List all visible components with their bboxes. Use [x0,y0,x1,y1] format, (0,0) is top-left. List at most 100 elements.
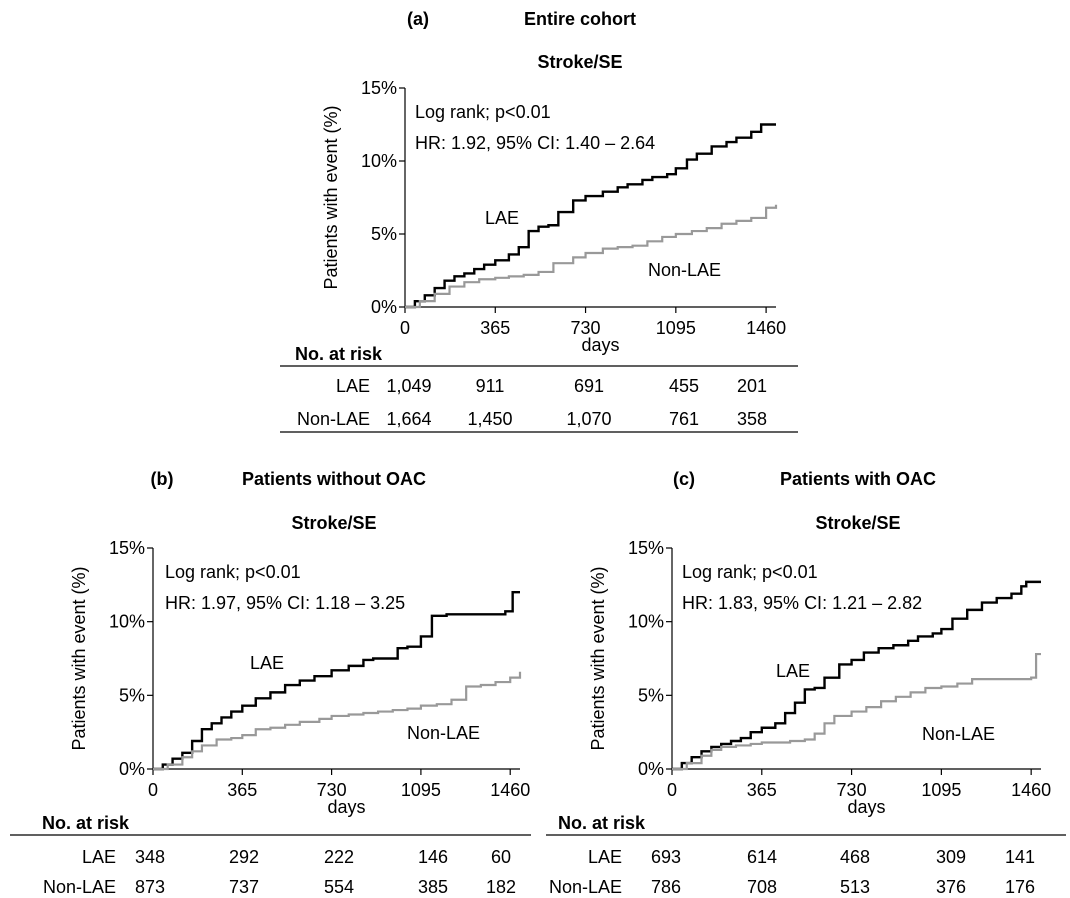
x-tick-label: 1095 [401,780,441,800]
risk-cell: 292 [229,847,259,867]
risk-cell: 348 [135,847,165,867]
y-tick-label: 5% [638,685,664,705]
risk-cell: 691 [574,376,604,396]
risk-cell: 201 [737,376,767,396]
x-tick-label: 365 [227,780,257,800]
risk-cell: 761 [669,409,699,429]
x-tick-label: 1460 [490,780,530,800]
chart-subtitle: Stroke/SE [815,513,900,533]
x-tick-label: 1095 [921,780,961,800]
x-tick-label: 365 [480,318,510,338]
risk-cell: 141 [1005,847,1035,867]
stat-annotation: Log rank; p<0.01 [415,102,551,122]
x-tick-label: 365 [747,780,777,800]
x-tick-label: 0 [400,318,410,338]
group-title: Patients with OAC [780,469,936,489]
risk-cell: 309 [936,847,966,867]
risk-cell: 376 [936,877,966,897]
risk-cell: 737 [229,877,259,897]
risk-cell: 693 [651,847,681,867]
risk-row-label: LAE [82,847,116,867]
risk-table-title: No. at risk [558,813,646,833]
risk-cell: 222 [324,847,354,867]
risk-row-label: LAE [588,847,622,867]
chart-subtitle: Stroke/SE [537,52,622,72]
group-title: Patients without OAC [242,469,426,489]
risk-cell: 1,450 [467,409,512,429]
x-axis-label: days [847,797,885,817]
x-tick-label: 1460 [746,318,786,338]
series-line-non-lae [672,652,1041,771]
risk-cell: 176 [1005,877,1035,897]
stat-annotation: HR: 1.83, 95% CI: 1.21 – 2.82 [682,593,922,613]
x-tick-label: 730 [837,780,867,800]
risk-table-title: No. at risk [295,344,383,364]
risk-cell: 468 [840,847,870,867]
y-axis-label: Patients with event (%) [321,105,341,289]
risk-cell: 1,664 [386,409,431,429]
x-tick-label: 0 [667,780,677,800]
risk-cell: 385 [418,877,448,897]
panel-label: (b) [151,469,174,489]
x-tick-label: 0 [148,780,158,800]
risk-cell: 60 [491,847,511,867]
y-tick-label: 5% [119,685,145,705]
risk-cell: 708 [747,877,777,897]
series-label-lae: LAE [776,661,810,681]
series-line-lae [153,591,520,771]
series-label-non-lae: Non-LAE [648,260,721,280]
y-tick-label: 15% [628,538,664,558]
risk-cell: 1,070 [566,409,611,429]
panel-label: (a) [407,9,429,29]
risk-cell: 455 [669,376,699,396]
y-axis-label: Patients with event (%) [588,566,608,750]
x-tick-label: 1460 [1011,780,1051,800]
x-tick-label: 730 [571,318,601,338]
risk-cell: 358 [737,409,767,429]
x-tick-label: 730 [317,780,347,800]
x-axis-label: days [581,335,619,355]
risk-row-label: LAE [336,376,370,396]
series-line-non-lae [405,204,778,309]
risk-cell: 182 [486,877,516,897]
panel-label: (c) [673,469,695,489]
stat-annotation: HR: 1.97, 95% CI: 1.18 – 3.25 [165,593,405,613]
x-axis-label: days [327,797,365,817]
series-line-lae [405,123,776,309]
series-line-lae [672,580,1041,771]
series-line-non-lae [153,671,522,771]
y-tick-label: 10% [109,612,145,632]
series-label-non-lae: Non-LAE [922,724,995,744]
series-label-non-lae: Non-LAE [407,723,480,743]
y-tick-label: 15% [109,538,145,558]
risk-cell: 873 [135,877,165,897]
risk-row-label: Non-LAE [549,877,622,897]
y-axis-label: Patients with event (%) [69,566,89,750]
y-tick-label: 0% [371,297,397,317]
group-title: Entire cohort [524,9,636,29]
chart-subtitle: Stroke/SE [291,513,376,533]
stat-annotation: HR: 1.92, 95% CI: 1.40 – 2.64 [415,133,655,153]
y-tick-label: 10% [361,151,397,171]
risk-cell: 513 [840,877,870,897]
stat-annotation: Log rank; p<0.01 [165,562,301,582]
risk-cell: 614 [747,847,777,867]
risk-cell: 146 [418,847,448,867]
risk-table-title: No. at risk [42,813,130,833]
y-tick-label: 5% [371,224,397,244]
risk-cell: 1,049 [386,376,431,396]
y-tick-label: 0% [638,759,664,779]
series-label-lae: LAE [250,653,284,673]
risk-row-label: Non-LAE [43,877,116,897]
risk-row-label: Non-LAE [297,409,370,429]
y-tick-label: 15% [361,78,397,98]
risk-cell: 786 [651,877,681,897]
x-tick-label: 1095 [656,318,696,338]
risk-cell: 911 [476,376,505,396]
stat-annotation: Log rank; p<0.01 [682,562,818,582]
y-tick-label: 10% [628,612,664,632]
y-tick-label: 0% [119,759,145,779]
series-label-lae: LAE [485,208,519,228]
risk-cell: 554 [324,877,354,897]
